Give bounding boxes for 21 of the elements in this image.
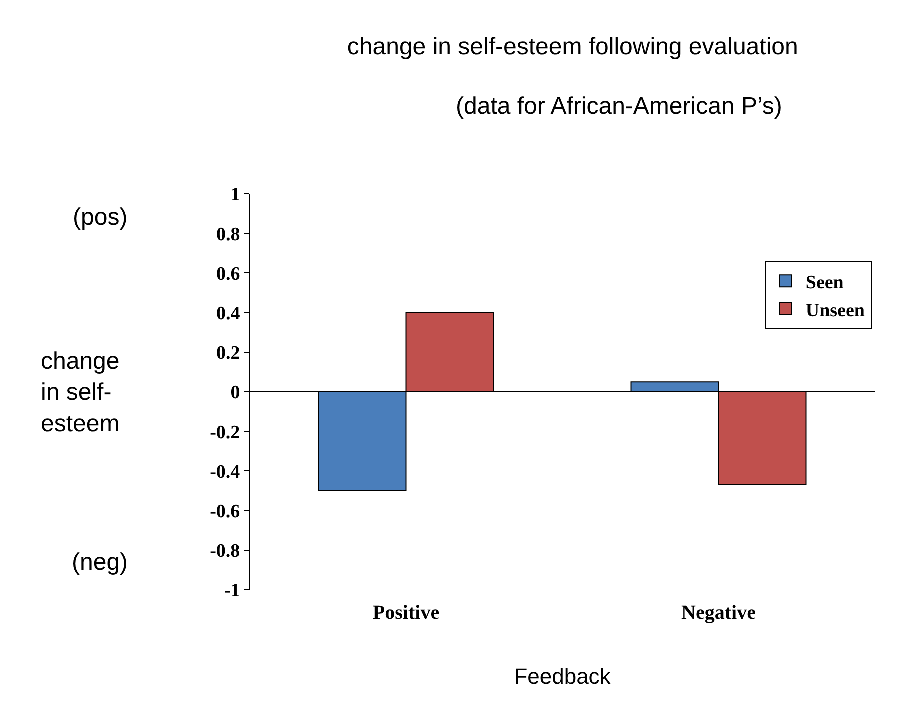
y-tick-label: -0.2 bbox=[210, 422, 240, 444]
y-axis-title: change in self-esteem bbox=[41, 348, 120, 438]
x-axis-title: Feedback bbox=[514, 664, 612, 689]
legend-label: Unseen bbox=[806, 300, 866, 322]
text: (neg) bbox=[72, 549, 128, 576]
y-tick-label: -1 bbox=[224, 580, 240, 602]
chart-title: change in self-esteem following evaluation bbox=[347, 33, 798, 60]
text: (pos) bbox=[73, 204, 128, 231]
y-tick-label: 0.8 bbox=[216, 224, 240, 246]
y-tick-label: 0.4 bbox=[216, 303, 241, 324]
y-tick-label: 0.2 bbox=[216, 343, 240, 364]
legend-label: Seen bbox=[806, 272, 844, 294]
y-tick-label: 0 bbox=[230, 382, 240, 404]
y-tick-label: 1 bbox=[230, 184, 240, 206]
x-tick-label: Positive bbox=[372, 602, 440, 624]
x-tick-label: Negative bbox=[682, 602, 756, 624]
y-tick-label: -0.6 bbox=[210, 501, 240, 522]
y-tick-label: -0.8 bbox=[210, 541, 240, 562]
y-tick-label: -0.4 bbox=[210, 462, 241, 483]
y-tick-label: 0.6 bbox=[216, 264, 240, 285]
chart-subtitle: (data for African-American P’s) bbox=[456, 93, 782, 120]
